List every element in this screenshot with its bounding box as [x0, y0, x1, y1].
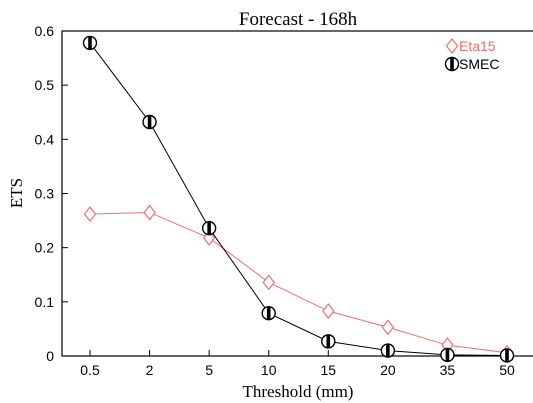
series-line — [89, 211, 508, 354]
data-point — [499, 348, 515, 363]
y-tick-label: 0 — [46, 348, 54, 364]
data-point — [322, 303, 335, 320]
plot-frame — [61, 30, 533, 357]
data-point — [321, 334, 336, 349]
series-eta15 — [83, 204, 514, 361]
x-tick-label: 50 — [499, 362, 515, 378]
legend-marker — [445, 38, 459, 54]
x-tick-label: 20 — [380, 362, 396, 378]
legend-marker — [444, 56, 460, 72]
x-tick-label: 5 — [205, 362, 213, 378]
x-axis-label: Threshold (mm) — [243, 382, 354, 401]
y-tick-label: 0.4 — [35, 131, 55, 147]
y-axis-label: ETS — [7, 178, 26, 208]
x-tick-label: 2 — [146, 362, 154, 378]
data-point — [380, 343, 396, 358]
data-point — [142, 114, 157, 130]
data-point — [261, 306, 276, 321]
legend-item-smec: SMEC — [444, 56, 499, 72]
x-tick-label: 10 — [261, 362, 277, 378]
data-point — [440, 347, 455, 363]
series-smec — [82, 35, 515, 363]
series-line — [89, 42, 508, 356]
chart-title: Forecast - 168h — [239, 9, 358, 30]
legend-diamond-icon — [445, 38, 459, 54]
data-point — [83, 206, 97, 223]
x-tick-label: 15 — [320, 362, 336, 378]
y-tick-label: 0.3 — [35, 186, 55, 202]
data-point — [262, 274, 275, 291]
data-point — [82, 35, 98, 51]
legend-item-eta15: Eta15 — [445, 38, 496, 54]
data-point — [201, 220, 217, 236]
legend: Eta15 SMEC — [444, 38, 499, 72]
y-axis: 0 0.1 0.2 0.3 0.4 0.5 0.6 — [35, 23, 68, 364]
data-point — [381, 319, 395, 336]
y-tick-label: 0.6 — [35, 23, 55, 39]
y-tick-label: 0.5 — [35, 77, 55, 93]
legend-label-eta15: Eta15 — [459, 38, 496, 54]
data-point — [143, 204, 156, 221]
y-tick-label: 0.2 — [35, 240, 55, 256]
x-tick-label: 0.5 — [80, 362, 100, 378]
x-axis: 0.5 2 5 10 15 20 35 50 — [80, 350, 515, 378]
legend-label-smec: SMEC — [459, 56, 499, 72]
legend-half-circle-icon — [444, 56, 460, 72]
x-tick-label: 35 — [440, 362, 456, 378]
y-tick-label: 0.1 — [35, 294, 55, 310]
series-layer — [82, 35, 515, 363]
